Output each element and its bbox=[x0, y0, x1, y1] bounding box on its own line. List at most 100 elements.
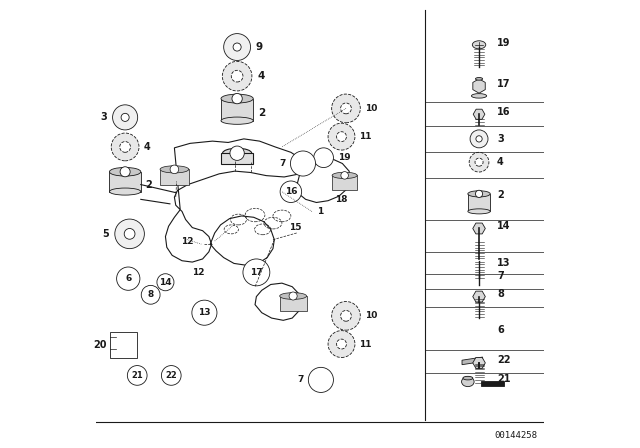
Circle shape bbox=[337, 132, 346, 142]
Circle shape bbox=[111, 133, 139, 161]
Bar bbox=[280, 296, 307, 311]
Text: 12: 12 bbox=[181, 237, 194, 246]
Ellipse shape bbox=[476, 78, 483, 80]
Circle shape bbox=[332, 302, 360, 330]
Text: 11: 11 bbox=[360, 132, 372, 141]
Circle shape bbox=[161, 366, 181, 385]
Circle shape bbox=[115, 219, 145, 249]
Bar bbox=[160, 169, 189, 185]
Text: 5: 5 bbox=[102, 229, 109, 239]
Text: 4: 4 bbox=[143, 142, 150, 152]
Text: 16: 16 bbox=[285, 187, 297, 196]
Circle shape bbox=[314, 148, 333, 168]
Circle shape bbox=[127, 366, 147, 385]
Circle shape bbox=[120, 167, 130, 177]
Circle shape bbox=[332, 94, 360, 123]
Circle shape bbox=[341, 172, 348, 179]
Text: 3: 3 bbox=[497, 134, 504, 144]
Circle shape bbox=[222, 61, 252, 91]
Text: 7: 7 bbox=[497, 271, 504, 281]
Circle shape bbox=[340, 103, 351, 114]
Ellipse shape bbox=[160, 166, 189, 173]
Circle shape bbox=[113, 105, 138, 130]
Polygon shape bbox=[473, 358, 485, 368]
Polygon shape bbox=[462, 357, 483, 365]
Text: 2: 2 bbox=[145, 180, 152, 190]
Bar bbox=[109, 172, 141, 192]
Text: 8: 8 bbox=[148, 290, 154, 299]
Circle shape bbox=[308, 367, 333, 392]
Ellipse shape bbox=[280, 293, 307, 299]
Circle shape bbox=[157, 274, 174, 291]
Text: 20: 20 bbox=[93, 340, 107, 349]
Circle shape bbox=[328, 331, 355, 358]
Circle shape bbox=[170, 165, 179, 174]
Text: 4: 4 bbox=[497, 157, 504, 167]
Polygon shape bbox=[473, 109, 485, 119]
Text: 7: 7 bbox=[280, 159, 286, 168]
Polygon shape bbox=[481, 381, 504, 386]
Circle shape bbox=[475, 158, 483, 166]
Polygon shape bbox=[473, 223, 485, 234]
Text: 4: 4 bbox=[257, 71, 265, 81]
Ellipse shape bbox=[461, 377, 474, 387]
Text: 14: 14 bbox=[159, 278, 172, 287]
Circle shape bbox=[337, 339, 346, 349]
Text: 12: 12 bbox=[192, 268, 204, 277]
Text: 2: 2 bbox=[497, 190, 504, 200]
Circle shape bbox=[124, 228, 135, 239]
Circle shape bbox=[476, 190, 483, 198]
Ellipse shape bbox=[221, 94, 253, 103]
Text: 10: 10 bbox=[365, 104, 377, 113]
Text: 22: 22 bbox=[497, 355, 511, 365]
Circle shape bbox=[291, 151, 316, 176]
Text: 3: 3 bbox=[100, 112, 108, 122]
Ellipse shape bbox=[468, 209, 490, 214]
Text: 00144258: 00144258 bbox=[494, 431, 538, 440]
Text: 19: 19 bbox=[338, 153, 351, 162]
Ellipse shape bbox=[109, 168, 141, 176]
Text: 13: 13 bbox=[198, 308, 211, 317]
Bar bbox=[221, 153, 253, 164]
Text: 17: 17 bbox=[497, 79, 511, 89]
Ellipse shape bbox=[221, 117, 253, 125]
Circle shape bbox=[233, 43, 241, 51]
Text: 15: 15 bbox=[289, 223, 301, 232]
Circle shape bbox=[141, 285, 160, 304]
Circle shape bbox=[470, 130, 488, 148]
Text: 11: 11 bbox=[360, 340, 372, 349]
Ellipse shape bbox=[332, 172, 357, 179]
Circle shape bbox=[280, 181, 301, 202]
Text: 10: 10 bbox=[365, 311, 377, 320]
Text: 19: 19 bbox=[497, 38, 511, 47]
Text: 21: 21 bbox=[131, 371, 143, 380]
Circle shape bbox=[469, 152, 489, 172]
Circle shape bbox=[120, 142, 131, 152]
Text: 6: 6 bbox=[497, 325, 504, 335]
Text: 14: 14 bbox=[497, 221, 511, 231]
Bar bbox=[221, 99, 253, 121]
Text: 8: 8 bbox=[497, 289, 504, 299]
Text: 18: 18 bbox=[335, 195, 348, 204]
Bar bbox=[332, 176, 357, 190]
Ellipse shape bbox=[223, 148, 252, 158]
Text: 9: 9 bbox=[256, 42, 263, 52]
Circle shape bbox=[289, 292, 297, 300]
Text: 17: 17 bbox=[250, 268, 262, 277]
Circle shape bbox=[232, 94, 243, 104]
Ellipse shape bbox=[472, 41, 486, 49]
Text: 7: 7 bbox=[298, 375, 304, 384]
Text: 22: 22 bbox=[165, 371, 177, 380]
Text: 2: 2 bbox=[259, 108, 266, 118]
Ellipse shape bbox=[463, 376, 473, 380]
Text: 21: 21 bbox=[497, 375, 511, 384]
Bar bbox=[468, 194, 490, 211]
Ellipse shape bbox=[468, 191, 490, 197]
Polygon shape bbox=[473, 79, 485, 93]
Circle shape bbox=[340, 310, 351, 321]
Text: 13: 13 bbox=[497, 258, 511, 268]
Circle shape bbox=[116, 267, 140, 290]
Circle shape bbox=[231, 70, 243, 82]
Circle shape bbox=[121, 113, 129, 121]
Circle shape bbox=[230, 146, 244, 160]
